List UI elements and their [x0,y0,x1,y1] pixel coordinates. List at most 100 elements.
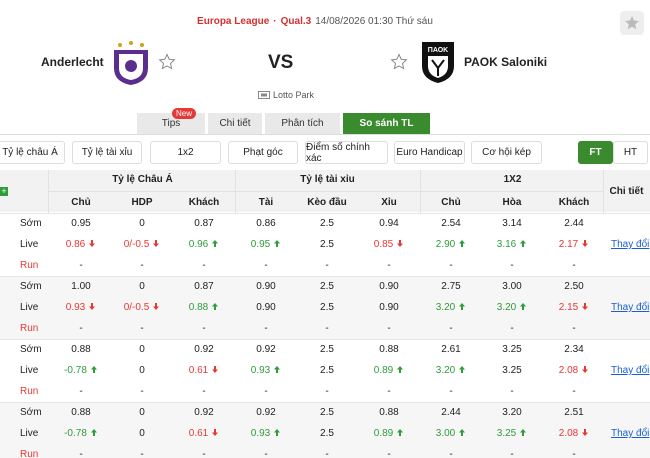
period-button[interactable]: HT [613,141,648,164]
odds-value: 0/-0.5 [123,239,150,250]
odds-cell: 2.5 [296,423,358,444]
filter-button[interactable]: Tỷ lệ tài xỉu [72,141,142,164]
change-link[interactable]: Thay đổi [611,302,650,313]
odds-cell: 0.88 [358,339,420,360]
odds-value: 0 [139,365,145,376]
filter-button[interactable]: Điểm số chính xác [305,141,388,164]
odds-value: - [140,449,144,458]
tab[interactable]: Chi tiết [208,113,262,134]
odds-cell: - [420,444,482,458]
odds-value: - [264,323,268,334]
period-button[interactable]: FT [578,141,613,164]
odds-value: 2.54 [441,218,461,229]
column-header: Hòa [502,197,522,208]
odds-value: 2.5 [320,344,334,355]
trend-arrow [153,240,160,247]
odds-cell: - [50,255,112,276]
odds-cell: - [50,381,112,402]
trend-arrow [582,240,589,247]
trend-arrow [90,366,97,373]
odds-value: 0.90 [256,281,276,292]
odds-value: 0.86 [65,239,86,250]
odds-value: - [202,449,206,458]
odds-cell: 2.44 [543,213,605,234]
favorite-button[interactable] [620,11,644,35]
filter-button[interactable]: Phạt góc [228,141,298,164]
expand-icon[interactable]: + [0,186,8,196]
odds-cell: 0/-0.5 [111,234,173,255]
change-link[interactable]: Thay đổi [611,428,650,439]
odds-value: 0.88 [188,302,209,313]
odds-cell: 0.89 [358,360,420,381]
odds-cell: - [173,444,235,458]
odds-value: - [510,449,514,458]
odds-value: 2.5 [320,428,334,439]
odds-cell: 0.88 [50,339,112,360]
odds-cell: 0.92 [173,402,235,423]
away-team[interactable]: PAOK Saloniki [464,55,548,69]
trend-arrow [459,429,466,436]
odds-value: 3.20 [435,302,456,313]
odds-value: 3.14 [502,218,522,229]
odds-cell: - [296,444,358,458]
odds-cell: - [173,318,235,339]
odds-value: 2.08 [558,365,579,376]
filter-button[interactable]: Cơ hội kép [471,141,542,164]
venue: Lotto Park [258,90,314,100]
league[interactable]: Europa League [197,16,270,27]
odds-cell: 0 [111,339,173,360]
odds-value: 2.5 [320,239,334,250]
odds-value: - [325,386,329,397]
odds-cell: - [235,255,297,276]
trend-arrow [582,366,589,373]
match-info: Europa League · Qual.3 14/08/2026 01:30 … [0,16,650,27]
column-header: Chủ [441,197,461,208]
filter-button[interactable]: Tỷ lệ châu Á [0,141,65,164]
odds-cell: 2.5 [296,234,358,255]
odds-value: 3.00 [502,281,522,292]
home-star[interactable] [158,53,176,71]
odds-cell: 0.89 [358,423,420,444]
group-header: 1X2 [503,174,522,185]
odds-cell: 3.25 [481,423,543,444]
change-link[interactable]: Thay đổi [611,365,650,376]
odds-cell: 0.93 [235,360,297,381]
odds-value: - [264,386,268,397]
odds-value: 2.08 [558,428,579,439]
odds-cell: - [543,444,605,458]
odds-cell: 0.86 [50,234,112,255]
odds-value: 0.96 [188,239,209,250]
odds-cell: 3.00 [481,276,543,297]
odds-cell: 0/-0.5 [111,297,173,318]
odds-cell: - [111,381,173,402]
trend-arrow [520,429,527,436]
odds-value: - [387,449,391,458]
away-star[interactable] [390,53,408,71]
odds-value: 3.20 [496,302,517,313]
home-logo [114,41,148,85]
odds-cell: 0.90 [235,276,297,297]
odds-value: 0.92 [256,344,276,355]
home-team[interactable]: Anderlecht [41,55,104,69]
row-label: Sớm [20,218,42,229]
odds-value: - [510,323,514,334]
filter-button[interactable]: 1x2 [150,141,221,164]
tab[interactable]: So sánh TL [343,113,430,134]
odds-cell: - [543,255,605,276]
trend-arrow [274,429,281,436]
odds-value: - [264,260,268,271]
odds-cell: -0.78 [50,360,112,381]
row-label: Sớm [20,407,42,418]
filter-button[interactable]: Euro Handicap [394,141,465,164]
odds-cell: 0.90 [358,297,420,318]
odds-value: 0.93 [65,302,86,313]
tab[interactable]: Phân tích [265,113,340,134]
odds-cell: 0 [111,402,173,423]
odds-value: - [510,260,514,271]
trend-arrow [90,429,97,436]
odds-cell: 2.5 [296,339,358,360]
odds-value: 2.51 [564,407,584,418]
change-link[interactable]: Thay đổi [611,239,650,250]
odds-cell: 2.90 [420,234,482,255]
trend-arrow [582,303,589,310]
